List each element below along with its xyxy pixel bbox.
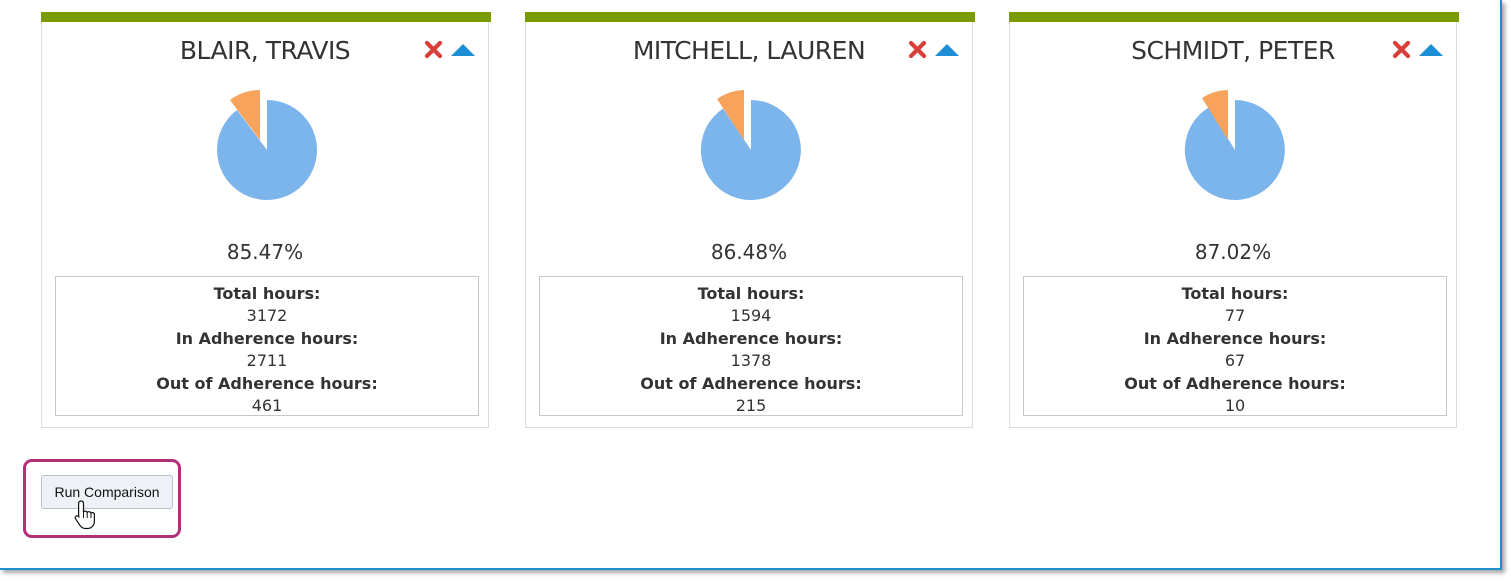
agent-name: BLAIR, TRAVIS (179, 36, 351, 65)
adherence-pie-chart (217, 90, 317, 200)
run-button-highlight (23, 459, 181, 538)
in-adherence-value: 2711 (246, 351, 288, 370)
run-comparison-button[interactable]: Run Comparison (41, 475, 173, 509)
in-adherence-label: In Adherence hours: (1143, 329, 1327, 348)
agent-card-mitchell: MITCHELL, LAUREN 86.48% Total hours: 159… (525, 12, 975, 428)
triangle-up-icon[interactable] (451, 43, 475, 57)
pie-slice-out-of-adherence (1202, 90, 1228, 140)
pie-slice-out-of-adherence (230, 90, 260, 140)
in-adherence-label: In Adherence hours: (175, 329, 359, 348)
total-hours-label: Total hours: (697, 284, 805, 303)
pie-slice-in-adherence (700, 100, 801, 200)
out-adherence-label: Out of Adherence hours: (640, 374, 862, 393)
hours-summary: Total hours: 3172 In Adherence hours: 27… (55, 276, 479, 416)
adherence-percent: 86.48% (710, 240, 788, 264)
hours-summary: Total hours: 77 In Adherence hours: 67 O… (1023, 276, 1447, 416)
adherence-pie-chart (1184, 90, 1285, 200)
hours-summary: Total hours: 1594 In Adherence hours: 13… (539, 276, 963, 416)
card-accent-bar (525, 12, 975, 22)
triangle-up-icon[interactable] (1419, 43, 1443, 57)
close-icon[interactable] (908, 40, 927, 59)
pie-slice-in-adherence (217, 100, 317, 200)
out-adherence-value: 215 (735, 396, 767, 415)
total-hours-value: 3172 (246, 306, 288, 325)
in-adherence-value: 67 (1224, 351, 1246, 370)
hand-pointer-icon (74, 500, 95, 530)
card-actions (1392, 40, 1443, 59)
out-adherence-value: 10 (1224, 396, 1246, 415)
adherence-percent: 85.47% (226, 240, 304, 264)
in-adherence-value: 1378 (730, 351, 772, 370)
card-actions (908, 40, 959, 59)
card-actions (424, 40, 475, 59)
total-hours-label: Total hours: (1181, 284, 1289, 303)
close-icon[interactable] (1392, 40, 1411, 59)
adherence-pie-chart (700, 90, 801, 200)
agent-name: SCHMIDT, PETER (1131, 36, 1335, 65)
pie-slice-in-adherence (1184, 100, 1285, 200)
card-accent-bar (1009, 12, 1459, 22)
agent-name: MITCHELL, LAUREN (632, 36, 866, 65)
pie-slice-out-of-adherence (717, 90, 744, 140)
out-adherence-label: Out of Adherence hours: (1124, 374, 1346, 393)
total-hours-value: 1594 (730, 306, 772, 325)
out-adherence-label: Out of Adherence hours: (156, 374, 378, 393)
agent-card-blair: BLAIR, TRAVIS 85.47% Total hours: 3172 I… (41, 12, 491, 428)
card-accent-bar (41, 12, 491, 22)
triangle-up-icon[interactable] (935, 43, 959, 57)
total-hours-value: 77 (1224, 306, 1246, 325)
agent-card-schmidt: SCHMIDT, PETER 87.02% Total hours: 77 In… (1009, 12, 1459, 428)
total-hours-label: Total hours: (213, 284, 321, 303)
adherence-percent: 87.02% (1194, 240, 1272, 264)
in-adherence-label: In Adherence hours: (659, 329, 843, 348)
out-adherence-value: 461 (251, 396, 283, 415)
close-icon[interactable] (424, 40, 443, 59)
